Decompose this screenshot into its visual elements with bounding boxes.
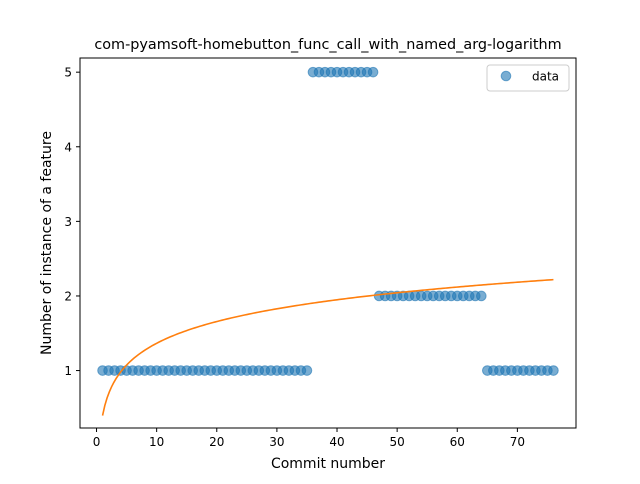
data-point: [301, 365, 313, 376]
chart-title: com-pyamsoft-homebutton_func_call_with_n…: [94, 37, 561, 53]
x-tick-label: 70: [510, 435, 525, 449]
legend-label-data: data: [532, 70, 559, 84]
x-tick-label: 50: [389, 435, 404, 449]
plot-area: [97, 66, 559, 416]
x-tick-label: 30: [269, 435, 284, 449]
x-tick-label: 60: [450, 435, 465, 449]
x-tick-label: 0: [93, 435, 101, 449]
y-axis-label: Number of instance of a feature: [39, 131, 55, 355]
y-tick-label: 2: [64, 289, 72, 303]
fit-curve: [101, 278, 554, 416]
x-tick-label: 10: [149, 435, 164, 449]
legend: data: [486, 64, 570, 92]
x-tick-label: 20: [209, 435, 224, 449]
legend-marker-data: [500, 70, 512, 82]
y-tick-label: 5: [64, 66, 72, 80]
data-point: [548, 365, 559, 376]
x-axis: 0 10 20 30 40 50 60 70: [93, 428, 525, 449]
y-tick-label: 4: [64, 140, 72, 154]
data-point: [367, 66, 379, 78]
data-point: [476, 290, 487, 302]
y-tick-label: 3: [64, 215, 72, 229]
x-axis-label: Commit number: [271, 456, 385, 472]
x-tick-label: 40: [329, 435, 344, 449]
y-tick-label: 1: [64, 364, 72, 378]
y-axis: 1 2 3 4 5: [64, 66, 80, 378]
axes-frame: [79, 57, 577, 429]
